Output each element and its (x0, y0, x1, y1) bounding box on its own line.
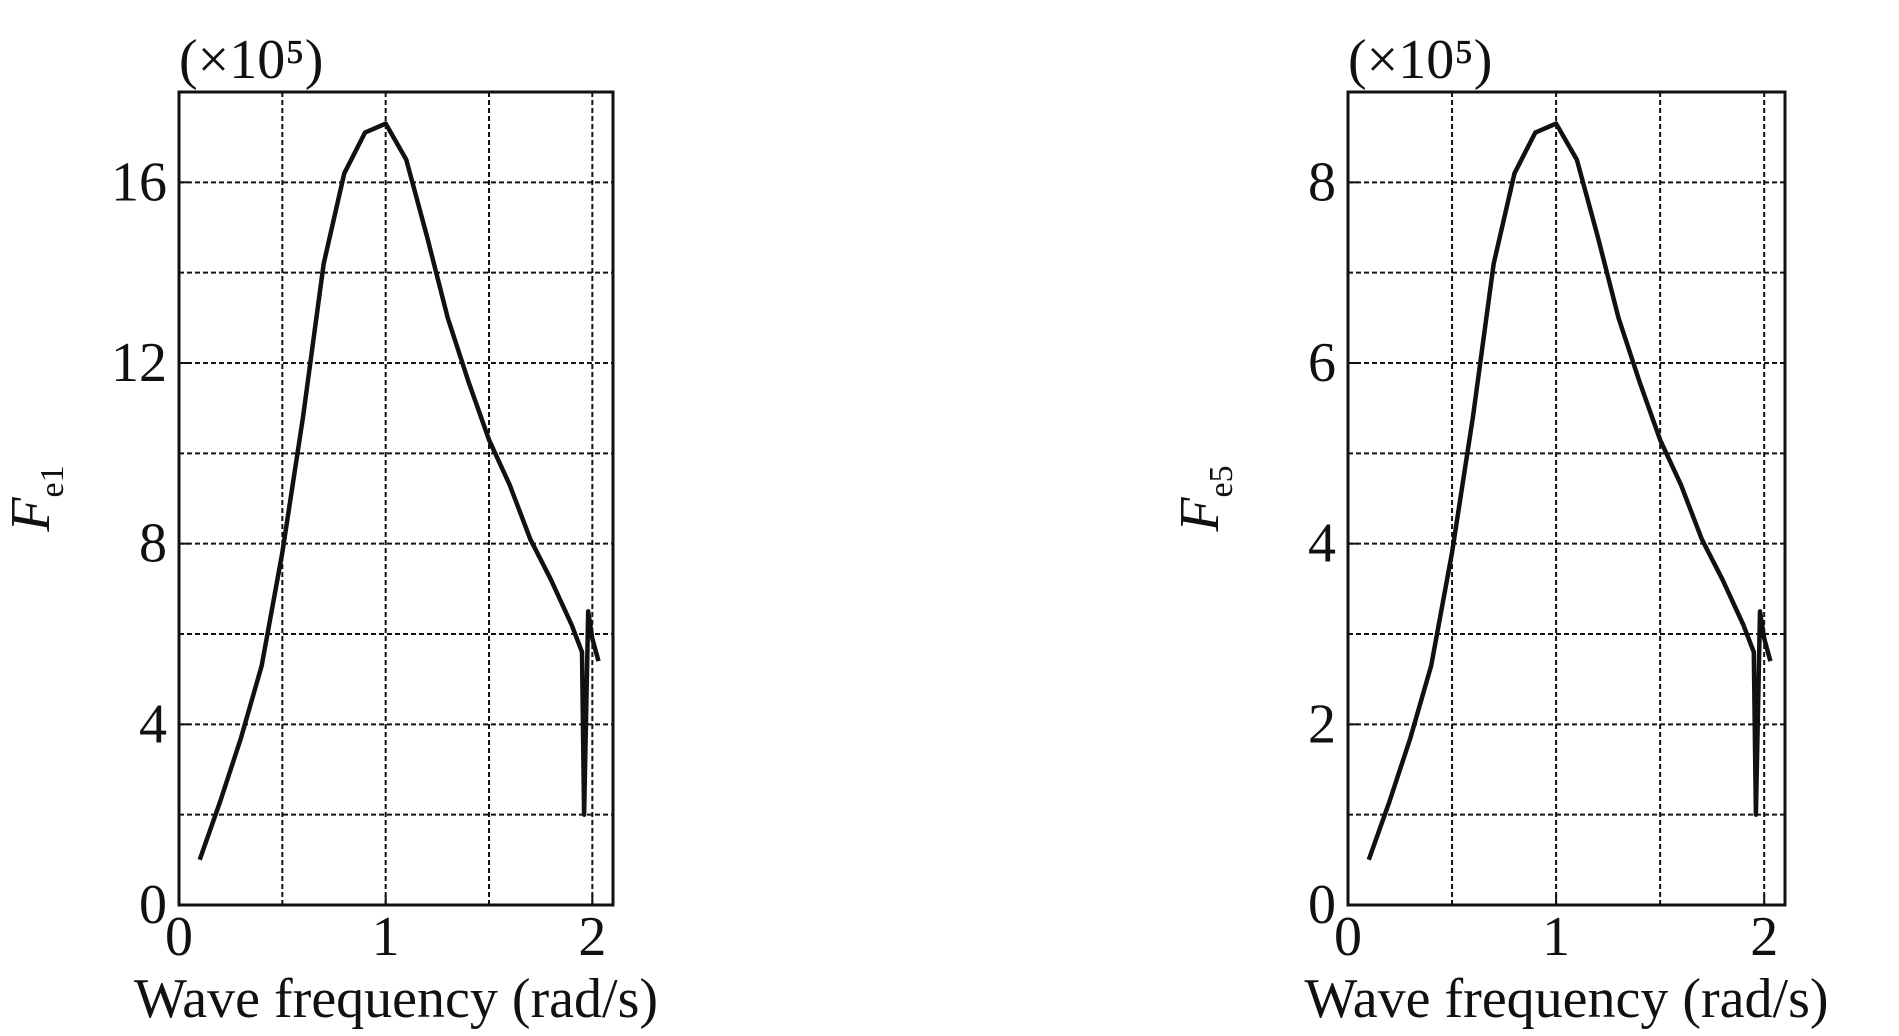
y-tick-label: 8 (139, 513, 167, 575)
y-unit: (×10⁵) (1348, 29, 1492, 91)
data-line (1366, 121, 1773, 861)
y-axis-label: Fe5 (1169, 465, 1240, 532)
data-line (197, 121, 601, 861)
x-axis-label: Wave frequency (rad/s) (1304, 968, 1828, 1030)
y-axis-symbol: F (1169, 497, 1231, 533)
chart-panel: 0 2 4 6 8 0 1 2 (×10⁵) Wave frequency (rad/s) Fe5 (1169, 29, 1829, 1030)
y-tick-label: 8 (1308, 151, 1336, 213)
y-axis-label: Fe1 (0, 465, 71, 532)
plot-frame (177, 90, 615, 907)
y-tick-label: 0 (1308, 874, 1336, 936)
x-tick-label: 2 (1750, 906, 1778, 968)
y-tick-label: 4 (1308, 513, 1336, 575)
x-axis-label: Wave frequency (rad/s) (134, 968, 658, 1030)
x-tick-label: 0 (1334, 906, 1362, 968)
y-tick-label: 0 (139, 874, 167, 936)
x-tick-label: 1 (372, 906, 400, 968)
y-axis-subscript: e5 (1203, 465, 1240, 497)
y-tick-label: 16 (111, 151, 167, 213)
x-tick-label: 2 (578, 906, 606, 968)
y-tick-label: 12 (111, 332, 167, 394)
plot-frame (1346, 90, 1787, 907)
x-tick-label: 0 (165, 906, 193, 968)
x-tick-label: 1 (1542, 906, 1570, 968)
y-unit: (×10⁵) (179, 29, 323, 91)
y-axis-subscript: e1 (34, 465, 71, 497)
y-tick-label: 6 (1308, 332, 1336, 394)
y-tick-label: 2 (1308, 693, 1336, 755)
y-axis-symbol: F (0, 497, 62, 533)
y-tick-label: 4 (139, 693, 167, 755)
